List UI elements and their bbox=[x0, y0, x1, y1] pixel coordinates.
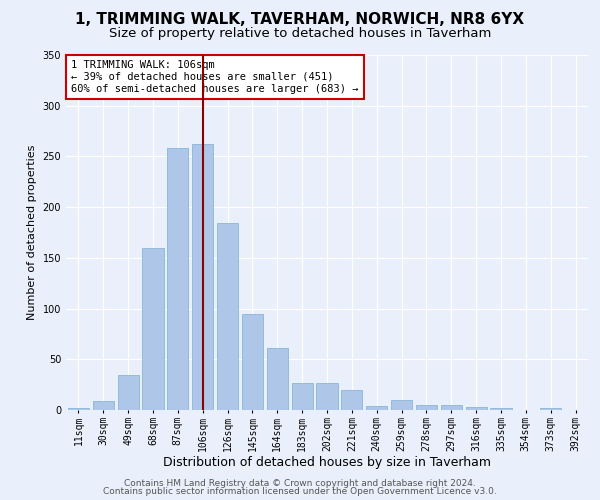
Text: 1 TRIMMING WALK: 106sqm
← 39% of detached houses are smaller (451)
60% of semi-d: 1 TRIMMING WALK: 106sqm ← 39% of detache… bbox=[71, 60, 359, 94]
Bar bbox=[292, 382, 313, 410]
Bar bbox=[267, 348, 288, 410]
Bar bbox=[466, 407, 487, 410]
Bar bbox=[142, 248, 164, 410]
Text: Size of property relative to detached houses in Taverham: Size of property relative to detached ho… bbox=[109, 28, 491, 40]
Bar bbox=[68, 408, 89, 410]
Bar bbox=[316, 382, 338, 410]
Bar bbox=[192, 144, 213, 410]
Bar bbox=[441, 405, 462, 410]
Bar bbox=[416, 405, 437, 410]
Bar bbox=[217, 224, 238, 410]
Bar bbox=[242, 314, 263, 410]
Bar bbox=[366, 406, 387, 410]
Bar bbox=[167, 148, 188, 410]
Bar bbox=[391, 400, 412, 410]
Y-axis label: Number of detached properties: Number of detached properties bbox=[27, 145, 37, 320]
Text: Contains HM Land Registry data © Crown copyright and database right 2024.: Contains HM Land Registry data © Crown c… bbox=[124, 478, 476, 488]
Bar bbox=[118, 374, 139, 410]
Bar bbox=[93, 401, 114, 410]
Text: Contains public sector information licensed under the Open Government Licence v3: Contains public sector information licen… bbox=[103, 487, 497, 496]
Text: 1, TRIMMING WALK, TAVERHAM, NORWICH, NR8 6YX: 1, TRIMMING WALK, TAVERHAM, NORWICH, NR8… bbox=[76, 12, 524, 28]
Bar bbox=[540, 408, 561, 410]
Bar bbox=[490, 408, 512, 410]
Bar bbox=[341, 390, 362, 410]
X-axis label: Distribution of detached houses by size in Taverham: Distribution of detached houses by size … bbox=[163, 456, 491, 469]
